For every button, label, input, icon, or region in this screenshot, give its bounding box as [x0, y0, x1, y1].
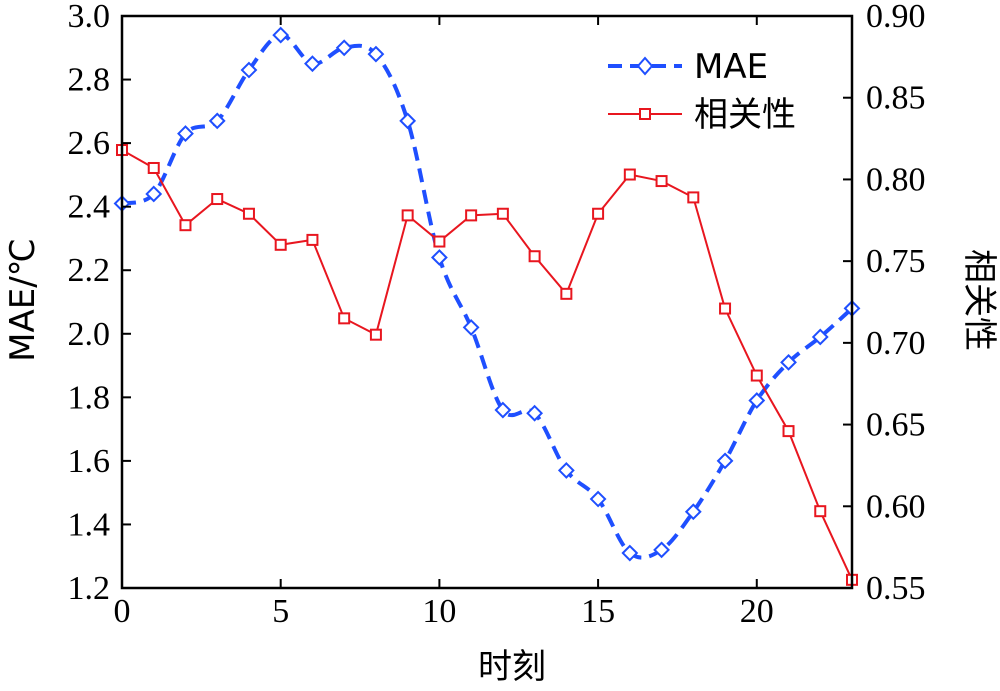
series-1-point-21	[782, 425, 795, 438]
series-1-point-14	[560, 287, 573, 300]
series-1-point-3	[211, 193, 224, 206]
y-left-tick-label-3: 1.8	[68, 379, 111, 416]
series-1-line	[121, 149, 853, 581]
y-left-tick-label-1: 1.4	[68, 506, 111, 543]
series-1-point-10	[433, 235, 446, 248]
legend-corr-label: 相关性	[694, 95, 796, 135]
plot-frame	[120, 14, 854, 590]
series-1-point-16	[623, 168, 636, 181]
series-1-point-6	[306, 233, 319, 246]
series-1-point-2	[179, 219, 192, 232]
series-0-point-22	[811, 328, 829, 346]
series-0-point-3	[208, 112, 226, 130]
series-1-point-22	[814, 505, 827, 518]
legend-mae-marker	[636, 56, 654, 76]
series-1-point-13	[528, 250, 541, 263]
y-left-tick-label-5: 2.2	[68, 252, 111, 289]
y-right-tick-label-6: 0.85	[866, 80, 926, 117]
series-1-point-1	[147, 161, 160, 174]
series-1-point-20	[750, 369, 763, 382]
y-left-tick-label-9: 3.0	[68, 0, 111, 35]
x-tick-label-3: 15	[581, 593, 615, 630]
y-right-tick-label-0: 0.55	[866, 570, 926, 607]
series-1-point-17	[655, 175, 668, 188]
series-0-point-15	[589, 490, 607, 508]
y-axis-label-right: 相关性	[959, 249, 999, 351]
y-left-tick-label-7: 2.6	[68, 125, 111, 162]
series-0-point-11	[462, 319, 480, 336]
series-0-point-19	[716, 452, 734, 470]
y-left-tick-label-0: 1.2	[68, 570, 111, 607]
x-tick-label-4: 20	[740, 593, 774, 630]
series-0-point-20	[748, 392, 766, 409]
series-0-point-10	[430, 249, 448, 266]
series-0-point-5	[272, 26, 290, 44]
series-0-point-8	[367, 45, 385, 63]
series-1-point-5	[274, 238, 287, 251]
series-0-point-16	[621, 544, 639, 562]
series-0-point-7	[335, 39, 353, 57]
x-tick-label-0: 0	[114, 593, 131, 630]
y-left-tick-label-4: 2.0	[68, 316, 111, 353]
series-0-point-12	[494, 401, 512, 419]
series-0-point-13	[526, 404, 544, 422]
series-0-point-4	[240, 61, 258, 79]
series-0-point-14	[557, 462, 575, 479]
y-right-tick-label-5: 0.80	[866, 161, 926, 198]
y-right-tick-label-3: 0.70	[866, 325, 926, 362]
y-right-tick-label-7: 0.90	[866, 0, 926, 35]
series-0-point-1	[145, 185, 163, 203]
x-axis-label: 时刻	[478, 647, 546, 687]
y-left-tick-label-6: 2.4	[68, 189, 111, 226]
y-axis-label-left: MAE/℃	[3, 238, 43, 362]
y-right-tick-label-2: 0.65	[866, 407, 926, 444]
series-0-point-21	[780, 353, 797, 371]
legend: MAE 相关性	[608, 47, 796, 135]
y-right-tick-label-4: 0.75	[866, 243, 926, 280]
series-1-point-4	[242, 207, 255, 220]
series-0-point-6	[304, 55, 321, 73]
legend-mae-label: MAE	[694, 47, 768, 87]
series-1-point-12	[496, 207, 509, 220]
series-1-point-11	[465, 209, 478, 222]
series-0-point-9	[399, 112, 417, 130]
x-tick-label-1: 5	[272, 593, 289, 630]
series-0-point-18	[684, 503, 702, 521]
series-1-point-8	[369, 328, 382, 341]
y-left-tick-label-8: 2.8	[68, 62, 111, 99]
series-0-point-2	[177, 125, 194, 142]
y-right-tick-label-1: 0.60	[866, 488, 926, 525]
series-1-point-7	[338, 312, 351, 325]
series-1-point-15	[592, 207, 605, 220]
series-1-point-19	[719, 302, 732, 315]
legend-corr-marker	[639, 108, 651, 120]
series-1-point-9	[401, 209, 414, 222]
series-1	[116, 144, 858, 586]
x-tick-label-2: 10	[422, 593, 456, 630]
series-0-point-17	[653, 541, 670, 559]
series-1-point-18	[687, 191, 700, 204]
y-left-tick-label-2: 1.6	[68, 443, 111, 480]
